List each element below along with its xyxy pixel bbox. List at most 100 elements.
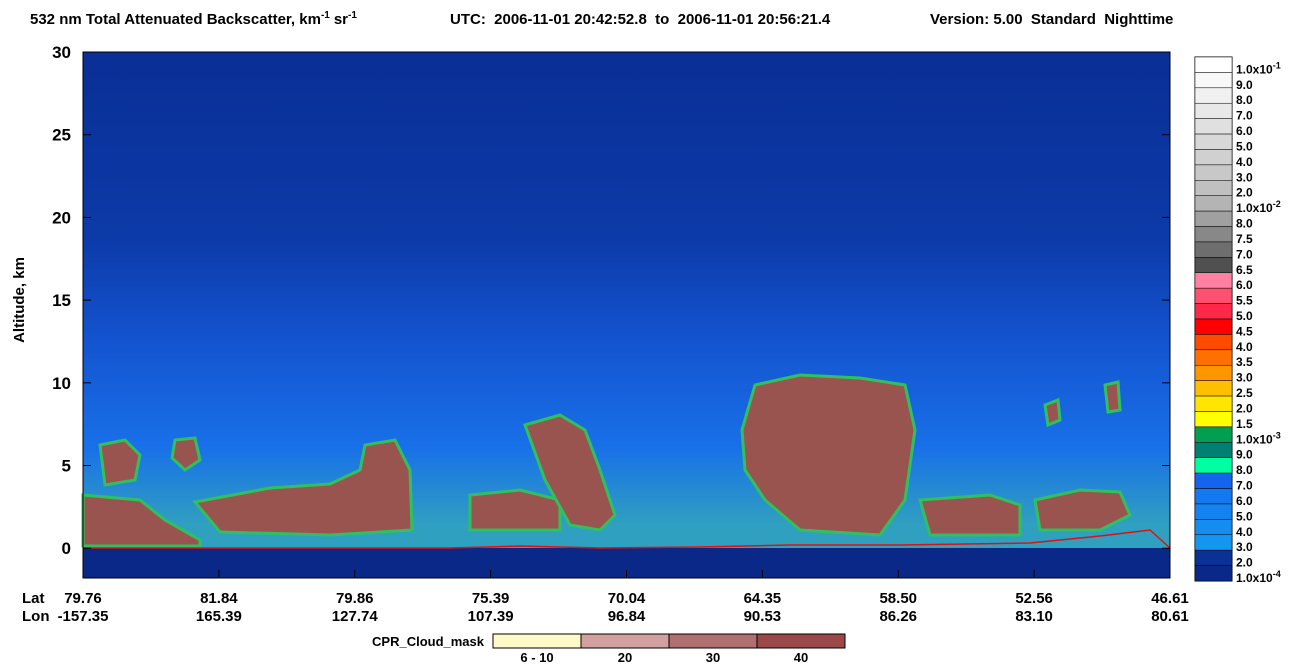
y-tick-label: 20: [52, 208, 71, 227]
cloud: [192, 438, 414, 537]
cloud: [98, 438, 142, 487]
curtain: [81, 51, 1171, 579]
colorbar-cell: [1194, 534, 1233, 551]
lon-label: 80.61: [1151, 608, 1189, 625]
colorbar-label: 6.0: [1236, 278, 1253, 292]
colorbar-label: 1.0x10-2: [1236, 199, 1281, 215]
colorbar-cell: [1194, 133, 1233, 150]
lon-label: 90.53: [744, 608, 782, 625]
cloud: [523, 413, 617, 532]
colorbar-cell: [1194, 395, 1233, 412]
colorbar-cell: [1194, 118, 1233, 135]
lat-label: 64.35: [744, 590, 782, 607]
lat-label: 46.61: [1151, 590, 1189, 607]
colorbar-label: 5.5: [1236, 294, 1253, 308]
colorbar-cell: [1194, 565, 1233, 582]
colorbar-label: 6.0: [1236, 124, 1253, 138]
lon-label: 86.26: [879, 608, 917, 625]
colorbar-label: 1.0x10-4: [1236, 569, 1281, 585]
cloud-mask-label: 6 - 10: [520, 650, 553, 665]
colorbar-cell: [1194, 195, 1233, 212]
colorbar-cell: [1194, 241, 1233, 258]
cloud: [1103, 380, 1122, 414]
lon-label: 127.74: [332, 608, 379, 625]
colorbar-label: 7.0: [1236, 247, 1253, 261]
colorbar-label-exp: -3: [1273, 430, 1281, 440]
cloud-mask-swatch: [580, 633, 670, 649]
colorbar-cell: [1194, 457, 1233, 474]
colorbar-label-exp: -1: [1273, 60, 1281, 70]
colorbar-label: 4.5: [1236, 324, 1253, 338]
cloud-mask-label: 40: [794, 650, 808, 665]
colorbar-label: 8.0: [1236, 217, 1253, 231]
y-tick-label: 25: [52, 126, 71, 145]
colorbar-label-base: 1.0x10: [1236, 62, 1273, 76]
cloud: [918, 493, 1022, 537]
colorbar-label: 7.0: [1236, 479, 1253, 493]
colorbar-cell: [1194, 442, 1233, 458]
colorbar-label-base: 1.0x10: [1236, 571, 1273, 585]
colorbar-cell: [1194, 272, 1233, 289]
colorbar-cell: [1194, 180, 1233, 196]
colorbar-label: 9.0: [1236, 78, 1253, 92]
colorbar-label-base: 1.0x10: [1236, 432, 1273, 446]
lat-label: 52.56: [1015, 590, 1053, 607]
colorbar-cell: [1194, 549, 1233, 566]
lat-label: 79.76: [64, 590, 102, 607]
colorbar-label: 3.0: [1236, 540, 1253, 554]
colorbar-label: 4.0: [1236, 155, 1253, 169]
colorbar-label: 2.0: [1236, 556, 1253, 570]
cloud: [740, 373, 917, 537]
colorbar-label: 3.5: [1236, 355, 1253, 369]
lon-row-label: Lon: [22, 608, 50, 625]
colorbar-label: 9.0: [1236, 448, 1253, 462]
colorbar-label: 8.0: [1236, 93, 1253, 107]
colorbar-label: 5.0: [1236, 509, 1253, 523]
colorbar-label: 2.5: [1236, 386, 1253, 400]
colorbar-cell: [1194, 287, 1233, 304]
colorbar-cell: [1194, 472, 1233, 489]
cloud-layers: [81, 373, 1132, 548]
lat-label: 75.39: [472, 590, 510, 607]
lon-label: 165.39: [196, 608, 242, 625]
colorbar-label: 6.0: [1236, 494, 1253, 508]
lat-row-label: Lat: [22, 590, 45, 607]
title-sup: -1: [321, 10, 330, 21]
cloud: [170, 436, 202, 472]
colorbar-cell: [1194, 519, 1233, 536]
colorbar-cell: [1194, 102, 1233, 119]
cloud: [1033, 488, 1132, 532]
colorbar-cell: [1194, 380, 1233, 397]
cloud-mask-label: 20: [618, 650, 632, 665]
colorbar-label-base: 1.0x10: [1236, 201, 1273, 215]
title-main: 532 nm Total Attenuated Backscatter, km: [30, 11, 321, 28]
version: Version: 5.00 Standard Nighttime: [930, 11, 1173, 28]
lon-label: 107.39: [468, 608, 514, 625]
colorbar-label: 3.0: [1236, 170, 1253, 184]
colorbar-label: 2.0: [1236, 186, 1253, 200]
title-sup: -1: [348, 10, 357, 21]
cloud: [1043, 397, 1062, 428]
lon-label: 83.10: [1015, 608, 1053, 625]
lat-label: 79.86: [336, 590, 374, 607]
colorbar-label: 4.0: [1236, 340, 1253, 354]
colorbar-cell: [1194, 334, 1233, 351]
cloud-mask-swatch: [492, 633, 582, 649]
colorbar-cell: [1194, 226, 1233, 243]
lat-label: 58.50: [879, 590, 917, 607]
colorbar-cell: [1194, 349, 1233, 366]
colorbar-label-exp: -2: [1273, 199, 1281, 209]
y-tick-label: 10: [52, 374, 71, 393]
title-unit: sr: [334, 11, 348, 28]
colorbar-cell: [1194, 364, 1233, 381]
cloud-mask-label: 30: [706, 650, 720, 665]
y-tick-label: 30: [52, 43, 71, 62]
colorbar-cell: [1194, 72, 1233, 89]
colorbar-label: 1.0x10-3: [1236, 430, 1281, 446]
y-tick-label: 0: [62, 539, 71, 558]
colorbar-label: 5.0: [1236, 139, 1253, 153]
cloud-mask-swatch: [756, 633, 846, 649]
colorbar-cell: [1194, 257, 1233, 274]
colorbar-label: 2.0: [1236, 401, 1253, 415]
